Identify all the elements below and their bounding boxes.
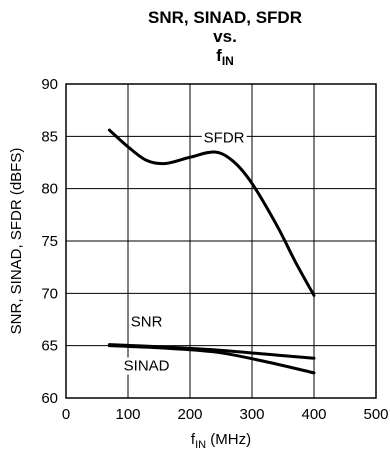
- y-tick-label: 60: [41, 390, 58, 407]
- y-tick-label: 75: [41, 233, 58, 250]
- y-tick-label: 65: [41, 338, 58, 355]
- y-tick-label: 70: [41, 285, 58, 302]
- x-tick-label: 300: [239, 406, 264, 423]
- x-tick-label: 0: [62, 406, 70, 423]
- series-label-background: [128, 313, 165, 331]
- chart-title-line3: fIN: [0, 46, 390, 71]
- series-label-background: [201, 129, 247, 147]
- x-tick-label: 500: [363, 406, 388, 423]
- y-tick-label: 85: [41, 128, 58, 145]
- plot-frame: [65, 83, 377, 399]
- x-axis-label: fIN (MHz): [191, 431, 251, 451]
- series-label-sinad: SINAD: [124, 358, 170, 375]
- series-label-background: [121, 357, 172, 375]
- series-line-sfdr: [107, 128, 316, 297]
- chart-title-line2: vs.: [213, 27, 237, 46]
- y-tick-label: 80: [41, 181, 58, 198]
- series-label-snr: SNR: [131, 314, 163, 331]
- title-f-subscript: IN: [221, 54, 234, 68]
- x-tick-label: 100: [115, 406, 140, 423]
- x-tick-label: 200: [177, 406, 202, 423]
- title-f: f: [216, 46, 222, 65]
- chart-title-line1: SNR, SINAD, SFDR: [148, 8, 302, 27]
- x-tick-label: 400: [301, 406, 326, 423]
- series-label-sfdr: SFDR: [204, 129, 245, 146]
- series-line-sinad: [107, 344, 316, 375]
- y-tick-label: 90: [41, 76, 58, 93]
- y-axis-label: SNR, SINAD, SFDR (dBFS): [8, 148, 25, 335]
